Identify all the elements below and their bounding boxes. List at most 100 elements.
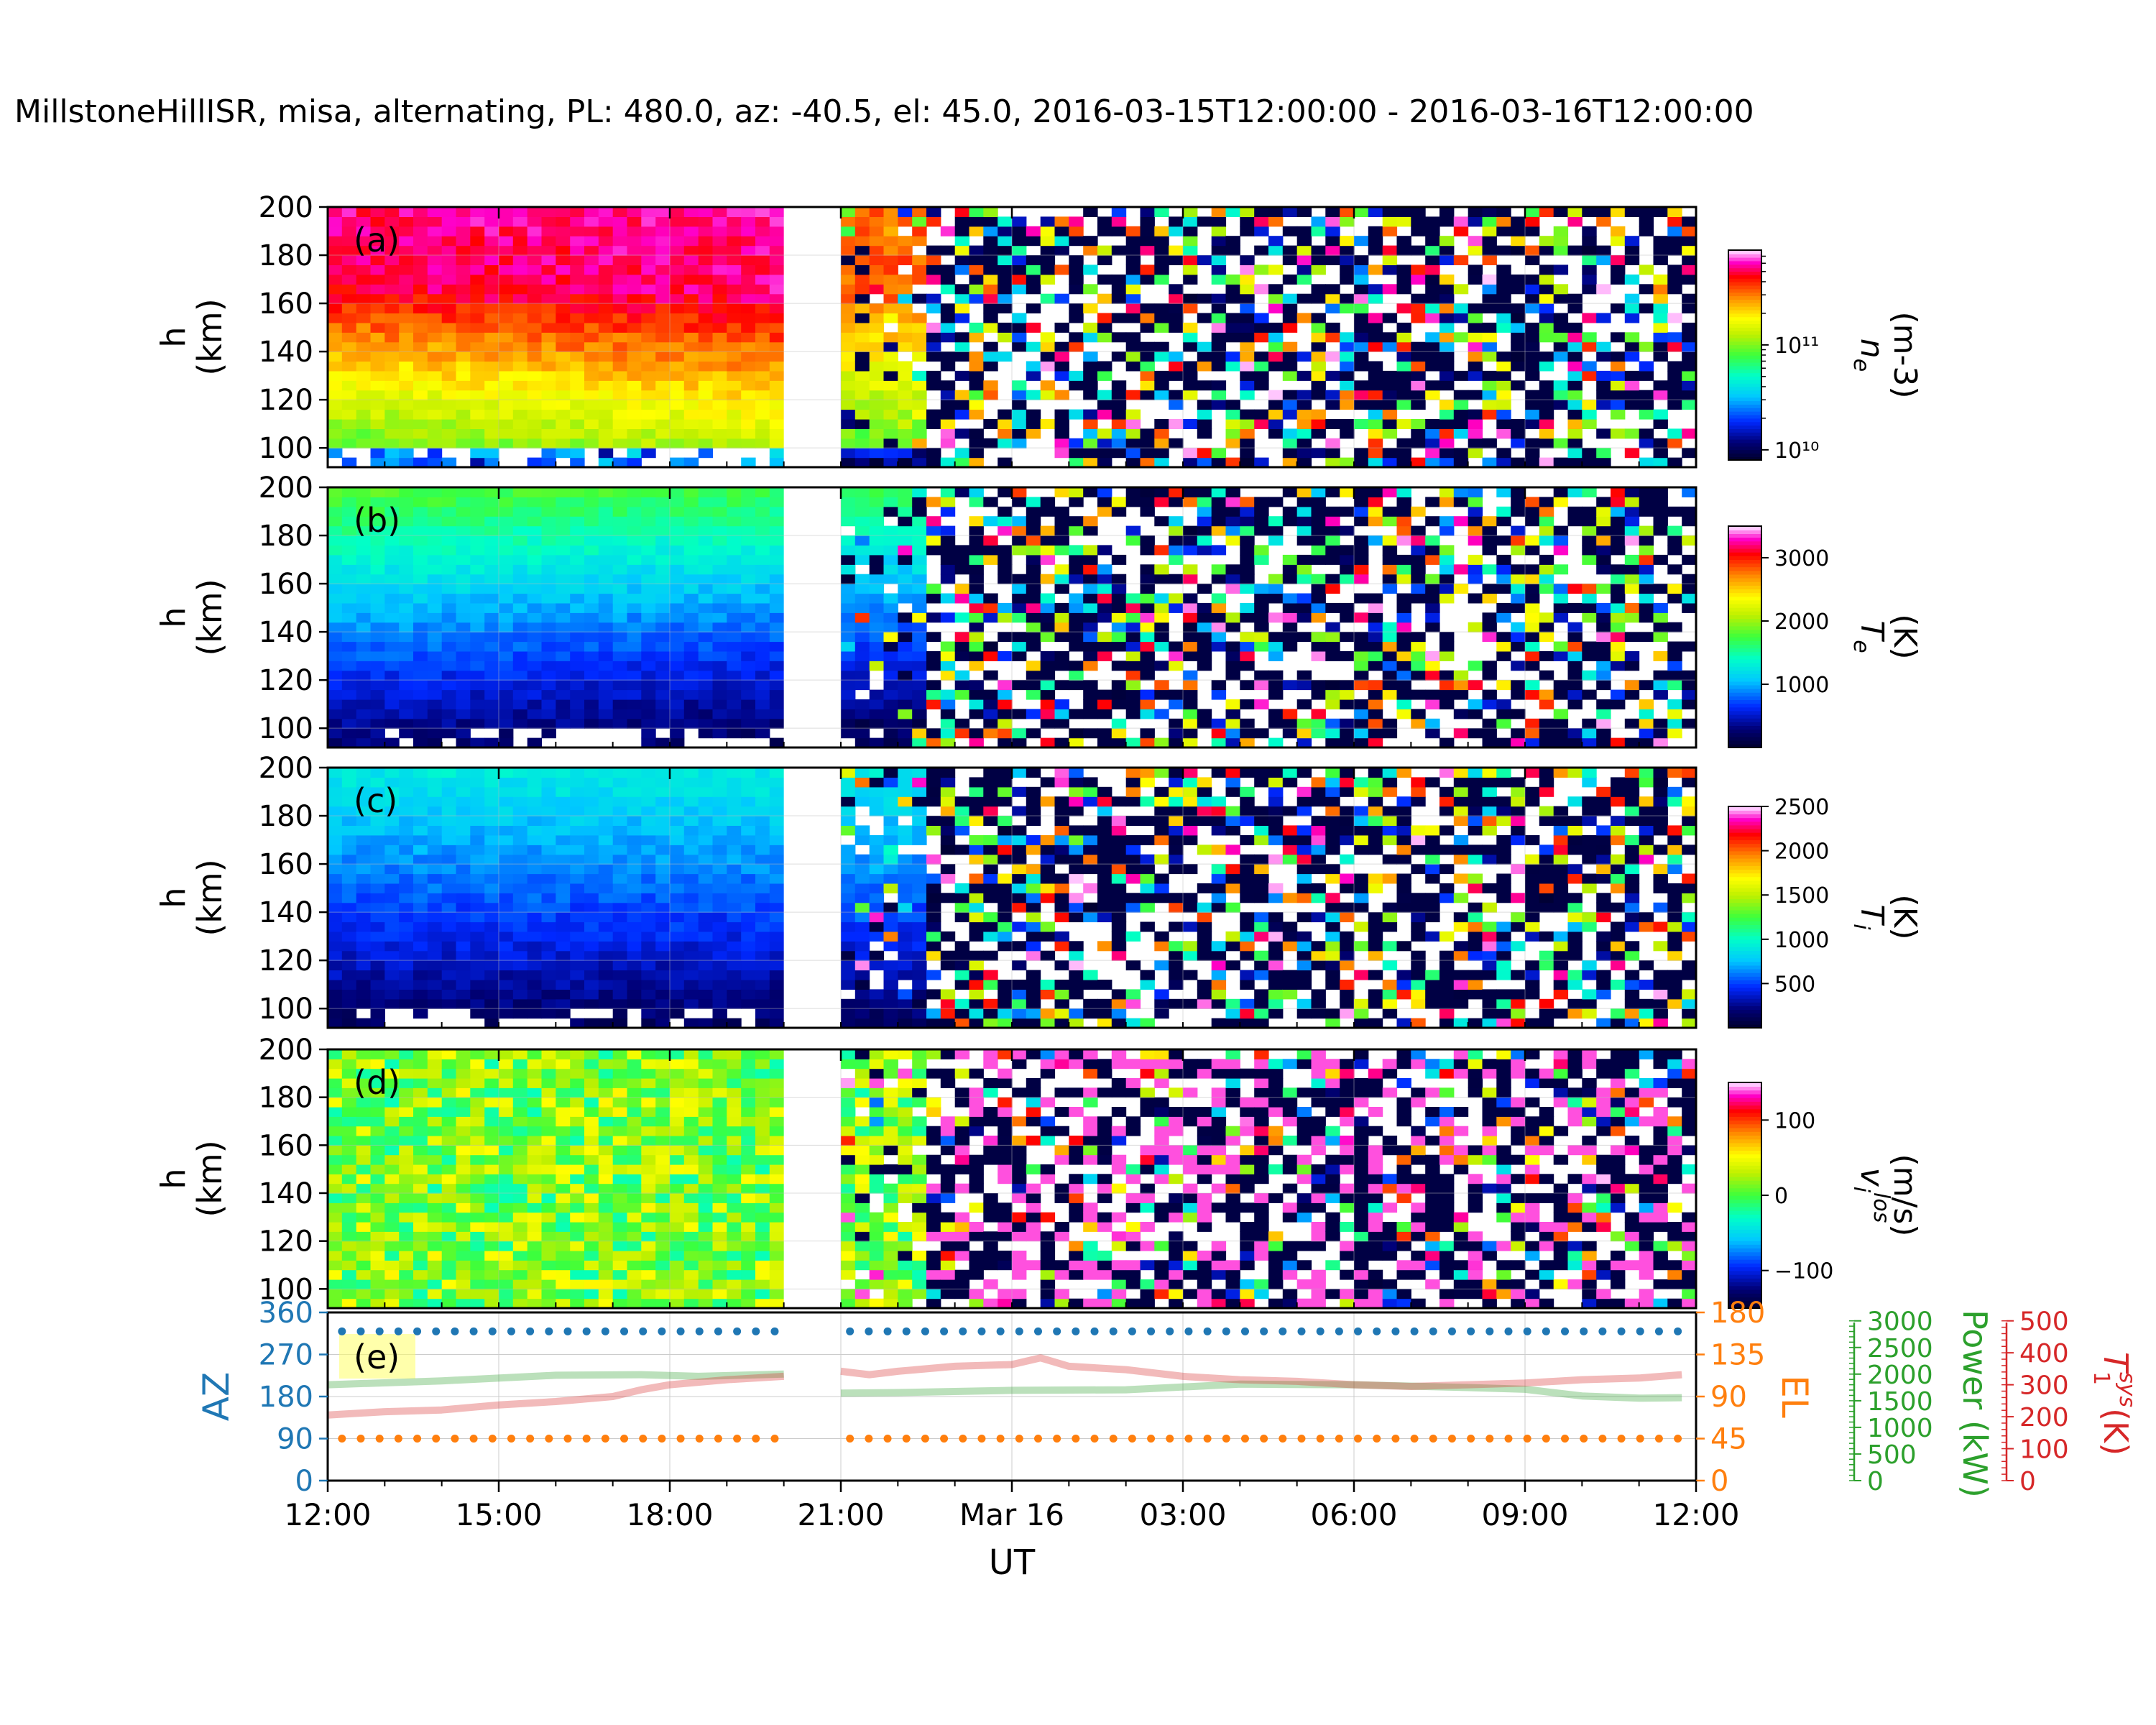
colorbar-swatch xyxy=(1728,253,1761,258)
heatmap-cell xyxy=(1368,728,1383,739)
heatmap-cell xyxy=(556,980,571,990)
heatmap-cell xyxy=(399,796,414,807)
heatmap-cell xyxy=(926,216,941,227)
heatmap-cell xyxy=(512,777,528,788)
heatmap-cell xyxy=(769,497,785,507)
heatmap-cell xyxy=(1567,409,1583,420)
heatmap-cell xyxy=(584,351,599,362)
heatmap-cell xyxy=(584,902,599,913)
heatmap-cell xyxy=(1667,525,1682,536)
heatmap-cell xyxy=(1624,293,1640,304)
heatmap-cell xyxy=(1169,641,1184,652)
heatmap-cell xyxy=(370,718,385,729)
heatmap-cell xyxy=(470,989,485,1000)
heatmap-cell xyxy=(541,650,556,661)
heatmap-cell xyxy=(413,593,428,604)
heatmap-cell xyxy=(670,226,685,236)
heatmap-cell xyxy=(1054,612,1069,623)
heatmap-cell xyxy=(527,574,543,584)
heatmap-cell xyxy=(883,284,898,295)
heatmap-cell xyxy=(1539,457,1554,468)
heatmap-cell xyxy=(769,487,785,497)
heatmap-cell xyxy=(413,293,428,304)
heatmap-cell xyxy=(1596,245,1611,256)
heatmap-cell xyxy=(698,574,714,584)
heatmap-cell xyxy=(328,438,343,448)
colorbar-swatch xyxy=(1728,611,1761,615)
heatmap-cell xyxy=(512,998,528,1009)
heatmap-cell xyxy=(512,535,528,546)
heatmap-cell xyxy=(499,264,514,275)
heatmap-cell xyxy=(441,796,457,807)
heatmap-cell xyxy=(1154,419,1169,429)
heatmap-cell xyxy=(1468,699,1483,709)
heatmap-cell xyxy=(612,380,628,391)
heatmap-cell xyxy=(527,650,543,661)
heatmap-cell xyxy=(1582,718,1597,729)
heatmap-cell xyxy=(1012,641,1027,652)
heatmap-cell xyxy=(370,303,385,314)
heatmap-cell xyxy=(655,264,671,275)
heatmap-cell xyxy=(570,207,585,217)
heatmap-cell xyxy=(755,274,770,285)
heatmap-cell xyxy=(1624,448,1640,459)
heatmap-cell xyxy=(670,816,685,826)
heatmap-cell xyxy=(670,535,685,546)
heatmap-cell xyxy=(1425,255,1440,265)
heatmap-cell xyxy=(1482,457,1497,468)
heatmap-cell xyxy=(512,303,528,314)
heatmap-cell xyxy=(384,931,400,942)
heatmap-cell xyxy=(627,274,642,285)
colorbar-swatch xyxy=(1728,699,1761,704)
heatmap-cell xyxy=(370,680,385,691)
heatmap-cell xyxy=(712,564,727,575)
heatmap-cell xyxy=(1354,554,1369,565)
heatmap-cell xyxy=(755,236,770,247)
heatmap-cell xyxy=(499,535,514,546)
colorbar-swatch xyxy=(1728,264,1761,269)
heatmap-cell xyxy=(527,409,543,420)
heatmap-cell xyxy=(983,593,998,604)
heatmap-cell xyxy=(683,941,699,952)
heatmap-cell xyxy=(670,264,685,275)
heatmap-cell xyxy=(954,264,970,275)
heatmap-cell xyxy=(1282,709,1298,719)
heatmap-cell xyxy=(869,313,885,323)
heatmap-cell xyxy=(969,274,984,285)
heatmap-cell xyxy=(556,650,571,661)
heatmap-cell xyxy=(456,506,471,517)
heatmap-cell xyxy=(484,390,499,400)
heatmap-cell xyxy=(1453,709,1469,719)
heatmap-cell xyxy=(912,699,927,709)
heatmap-cell xyxy=(484,380,499,391)
colorbar-swatch xyxy=(1728,563,1761,568)
heatmap-cell xyxy=(655,622,671,632)
heatmap-cell xyxy=(399,236,414,247)
heatmap-cell xyxy=(670,207,685,217)
colorbar-swatch xyxy=(1728,577,1761,582)
heatmap-cell xyxy=(1240,641,1255,652)
heatmap-cell xyxy=(1611,274,1626,285)
heatmap-cell xyxy=(869,602,885,613)
heatmap-cell xyxy=(641,535,656,546)
heatmap-cell xyxy=(641,419,656,429)
heatmap-cell xyxy=(1539,584,1554,594)
heatmap-cell xyxy=(1624,574,1640,584)
heatmap-cell xyxy=(356,893,372,903)
heatmap-cell xyxy=(584,361,599,372)
heatmap-cell xyxy=(427,497,443,507)
heatmap-cell xyxy=(1211,641,1227,652)
heatmap-cell xyxy=(712,699,727,709)
heatmap-cell xyxy=(1624,332,1640,343)
heatmap-cell xyxy=(384,883,400,893)
heatmap-cell xyxy=(683,245,699,256)
heatmap-cell xyxy=(1240,409,1255,420)
heatmap-cell xyxy=(456,893,471,903)
heatmap-cell xyxy=(441,497,457,507)
heatmap-cell xyxy=(969,390,984,400)
heatmap-cell xyxy=(427,670,443,681)
heatmap-cell xyxy=(1468,332,1483,343)
heatmap-cell xyxy=(1040,545,1056,556)
heatmap-cell xyxy=(641,255,656,265)
heatmap-cell xyxy=(370,970,385,980)
